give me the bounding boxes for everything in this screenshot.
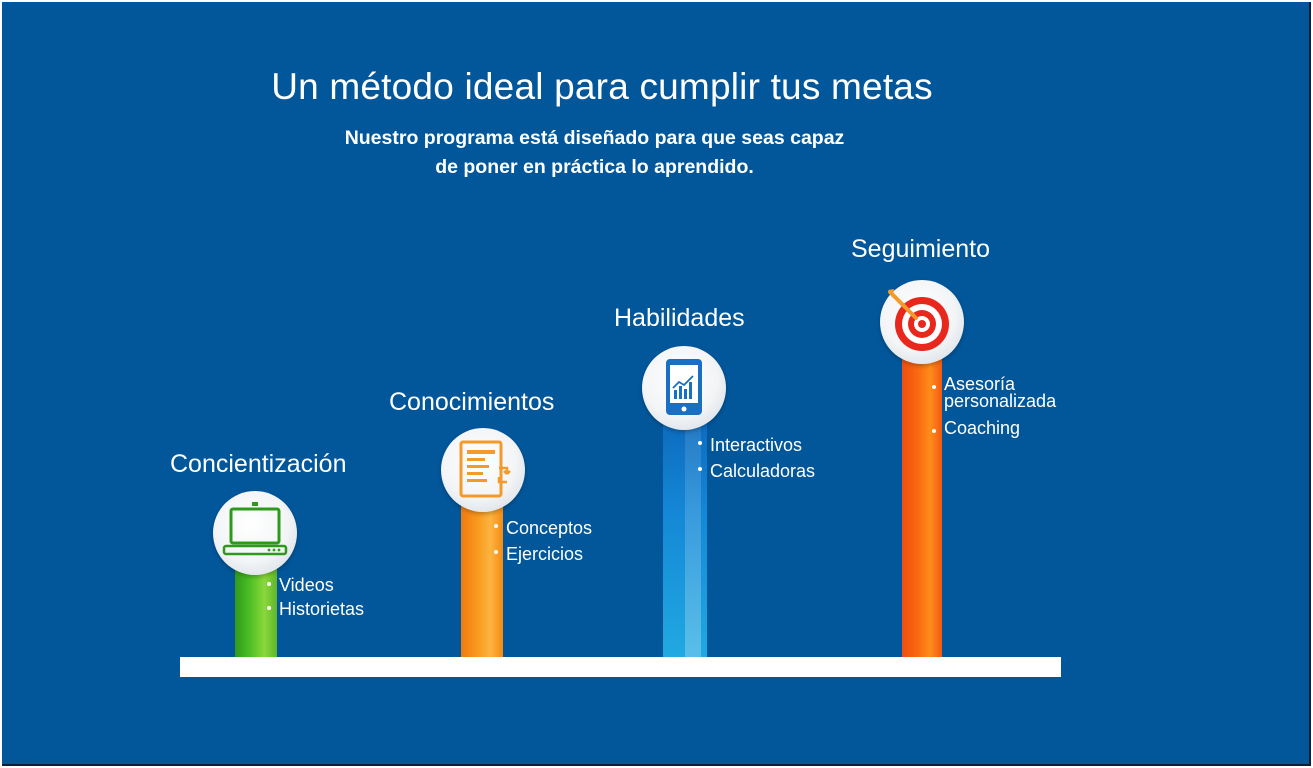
stage-title-conocimientos: Conocimientos [389,388,555,416]
stage-title-habilidades: Habilidades [614,304,745,332]
base-line [180,657,1061,677]
slide-title: Un método ideal para cumplir tus metas [271,66,933,107]
stage-items-conocimientos: Conceptos Ejercicios [492,515,592,567]
stage-title-seguimiento: Seguimiento [851,235,990,263]
document-icon [441,428,525,512]
subtitle-line-1: Nuestro programa está diseñado para que … [344,127,845,149]
stage-items-concientizacion: Videos Historietas [265,573,364,621]
tablet-chart-icon [642,346,726,430]
list-item: Conceptos [492,515,592,541]
list-item: Asesoría personalizada [930,375,1080,410]
list-item: Calculadoras [696,458,815,484]
slide-subtitle: Nuestro programa está diseñado para que … [282,124,907,182]
subtitle-line-2: de poner en práctica lo aprendido. [435,156,754,178]
list-item: Interactivos [696,432,815,458]
stage-items-seguimiento: Asesoría personalizada Coaching [930,375,1080,447]
stage-bar-habilidades [663,397,707,657]
laptop-icon [213,491,297,575]
target-icon [880,280,964,364]
list-item: Videos [265,573,364,597]
list-item: Coaching [930,419,1080,437]
list-item: Historietas [265,597,364,621]
list-item: Ejercicios [492,541,592,567]
stage-items-habilidades: Interactivos Calculadoras [696,432,815,484]
stage-title-concientizacion: Concientización [170,450,347,478]
